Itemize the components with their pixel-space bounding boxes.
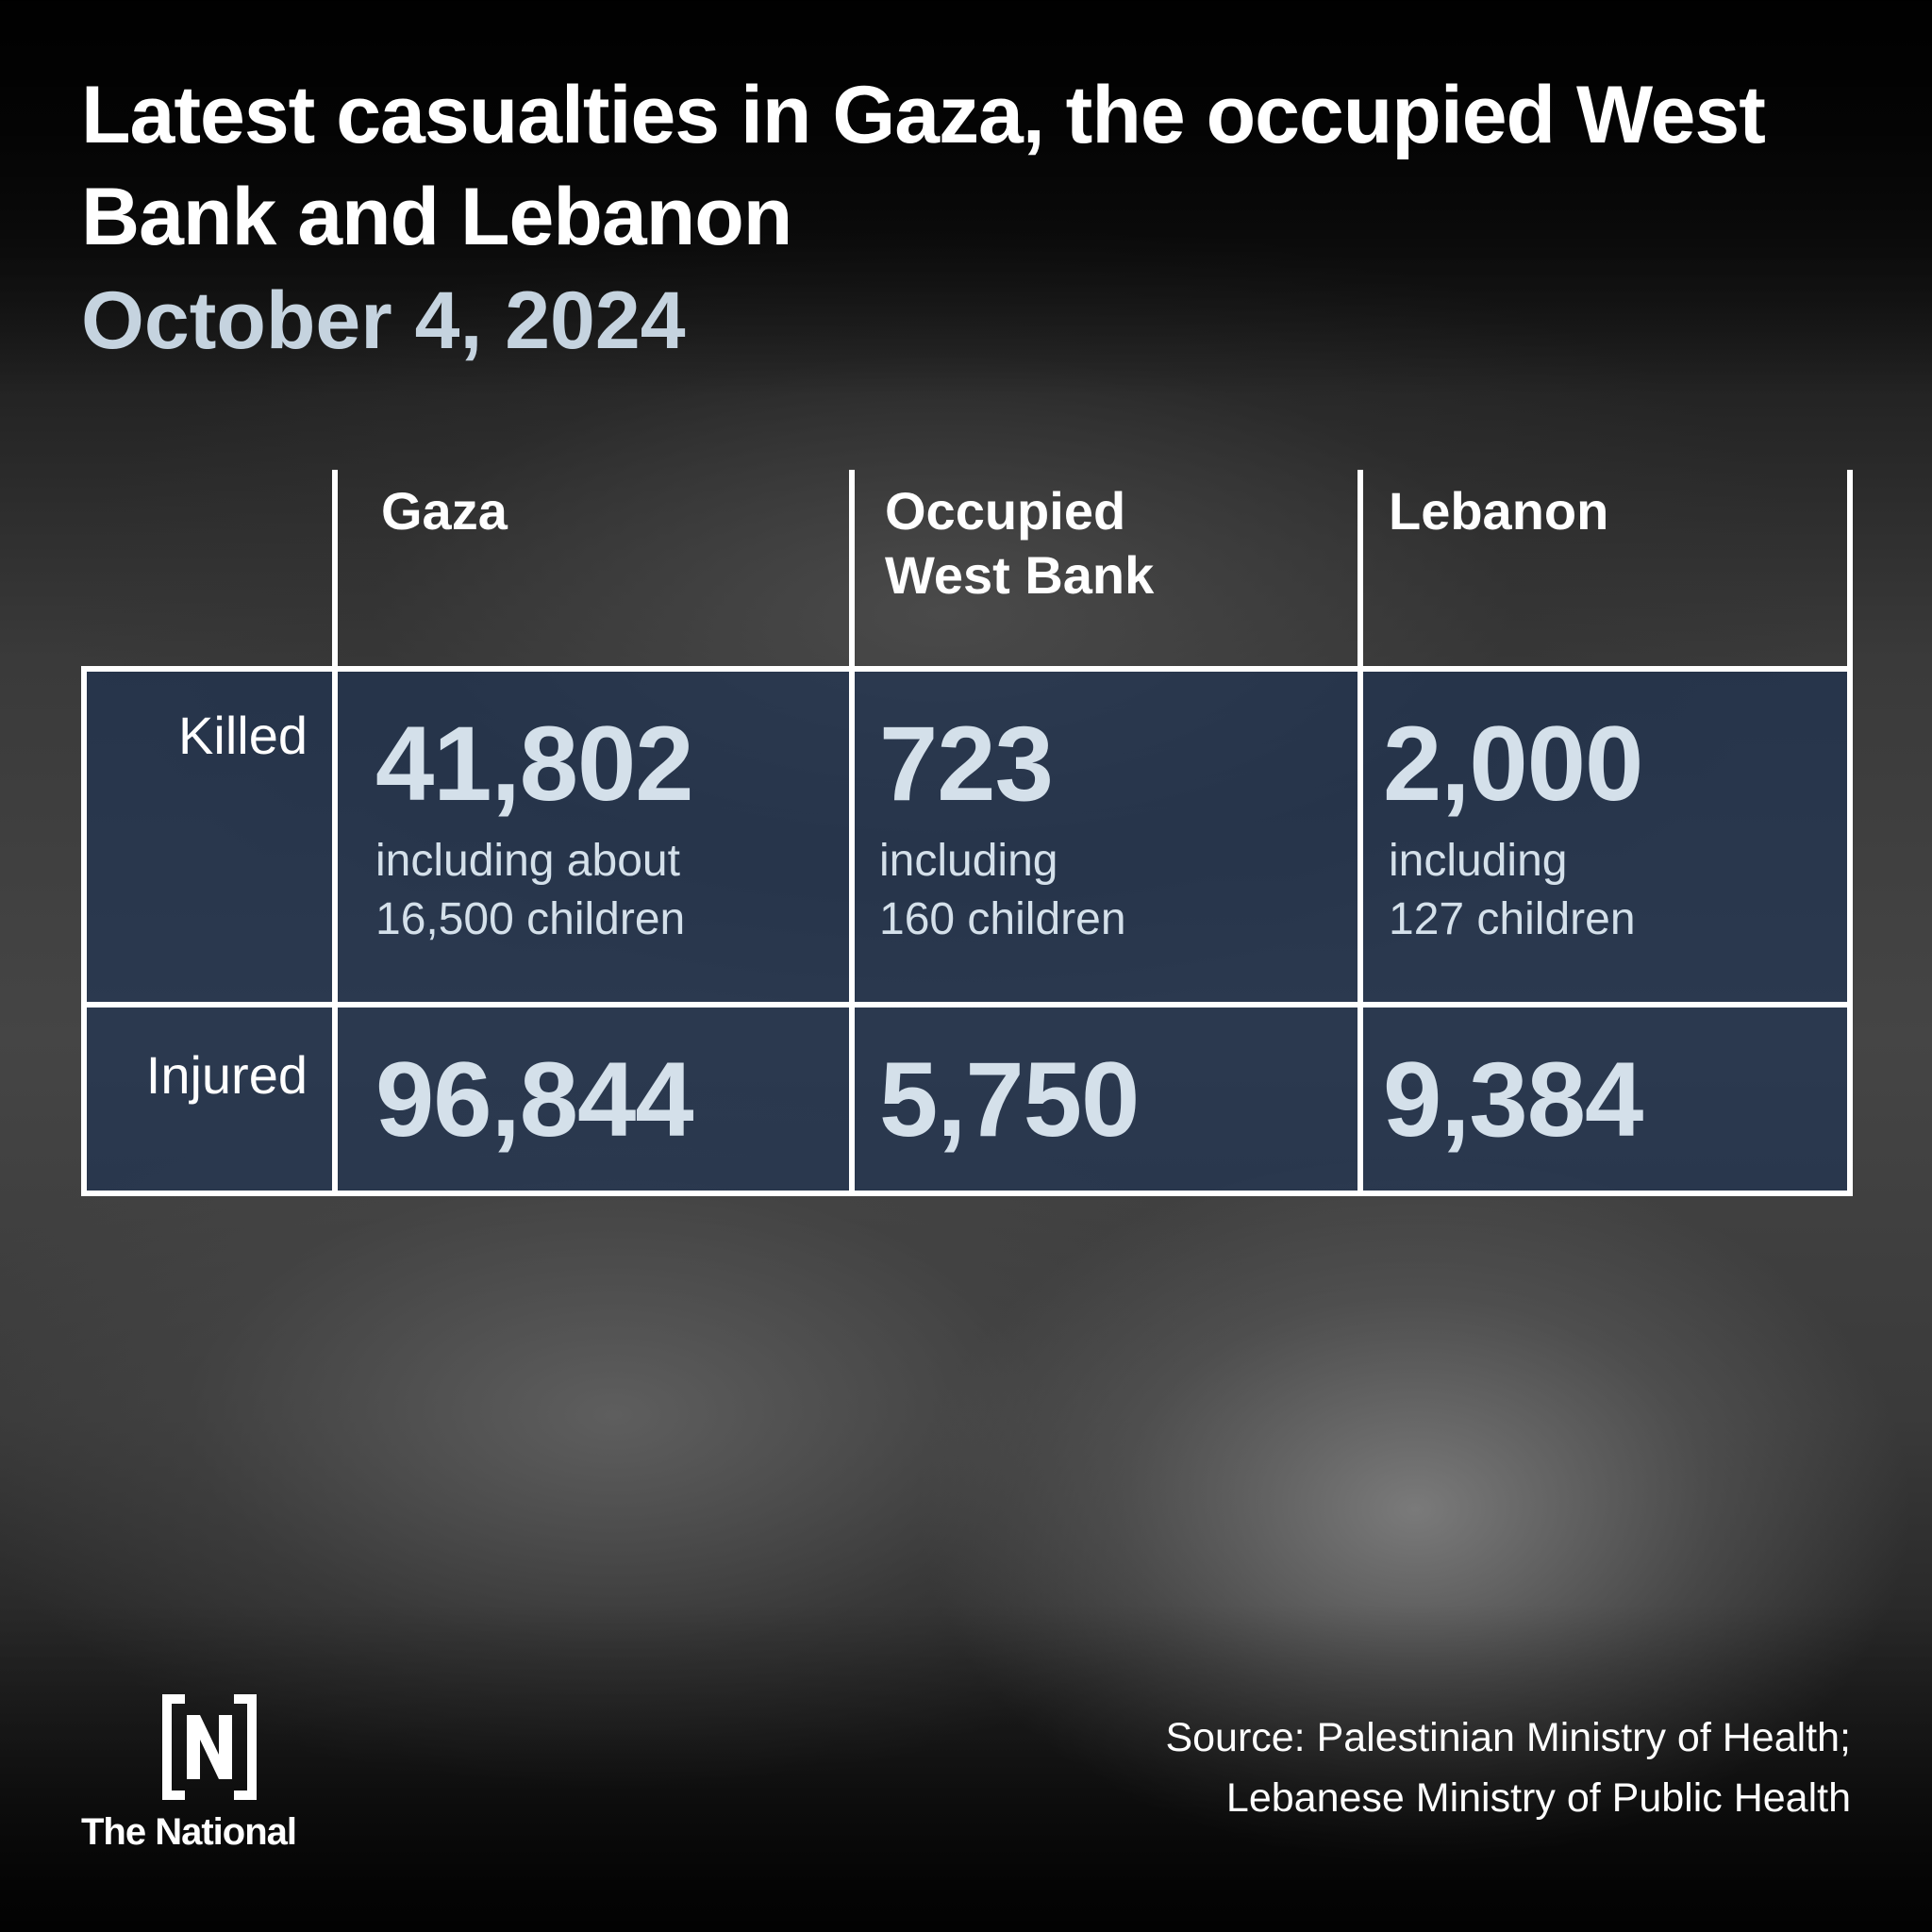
note-line: 16,500 children xyxy=(375,894,686,944)
note-line: including xyxy=(1389,836,1568,886)
table-body-tint xyxy=(81,670,1853,1196)
grid-line-outer-right xyxy=(1847,470,1853,1196)
grid-line-outer-left xyxy=(81,670,87,1196)
background-bottom-shade xyxy=(0,1604,1932,1932)
source-line-2: Lebanese Ministry of Public Health xyxy=(1225,1775,1851,1821)
grid-line-middle xyxy=(81,1002,1853,1008)
note-killed-gaza: including about 16,500 children xyxy=(375,832,847,949)
note-line: 160 children xyxy=(879,894,1126,944)
value-injured-gaza: 96,844 xyxy=(375,1041,694,1158)
grid-line-col-3 xyxy=(1357,470,1363,1196)
row-label-injured: Injured xyxy=(145,1045,308,1105)
source-note: Source: Palestinian Ministry of Health; … xyxy=(1165,1707,1851,1828)
note-line: including about xyxy=(375,836,680,886)
brand-logo-icon xyxy=(162,1694,257,1800)
background-top-shade xyxy=(0,0,1932,396)
page-date: October 4, 2024 xyxy=(81,275,686,366)
row-label-killed: Killed xyxy=(178,706,308,765)
column-header-west-bank: Occupied West Bank xyxy=(885,481,1155,605)
grid-line-col-2 xyxy=(849,470,855,1196)
value-killed-west-bank: 723 xyxy=(879,705,1054,823)
value-injured-lebanon: 9,384 xyxy=(1383,1041,1643,1158)
source-line-1: Source: Palestinian Ministry of Health; xyxy=(1165,1715,1851,1760)
note-line: including xyxy=(879,836,1058,886)
value-killed-gaza: 41,802 xyxy=(375,705,694,823)
value-killed-lebanon: 2,000 xyxy=(1383,705,1643,823)
grid-line-bottom xyxy=(81,1191,1853,1196)
note-killed-west-bank: including 160 children xyxy=(879,832,1351,949)
column-header-lebanon: Lebanon xyxy=(1389,481,1609,541)
column-header-gaza: Gaza xyxy=(381,481,508,541)
grid-line-col-1 xyxy=(332,470,338,1196)
note-line: 127 children xyxy=(1389,894,1636,944)
grid-line-top xyxy=(81,666,1853,672)
page-title: Latest casualties in Gaza, the occupied … xyxy=(81,70,1766,262)
value-injured-west-bank: 5,750 xyxy=(879,1041,1140,1158)
brand-logo-text: The National xyxy=(81,1811,297,1853)
casualties-table: Gaza Occupied West Bank Lebanon Killed I… xyxy=(81,470,1853,1196)
note-killed-lebanon: including 127 children xyxy=(1389,832,1860,949)
